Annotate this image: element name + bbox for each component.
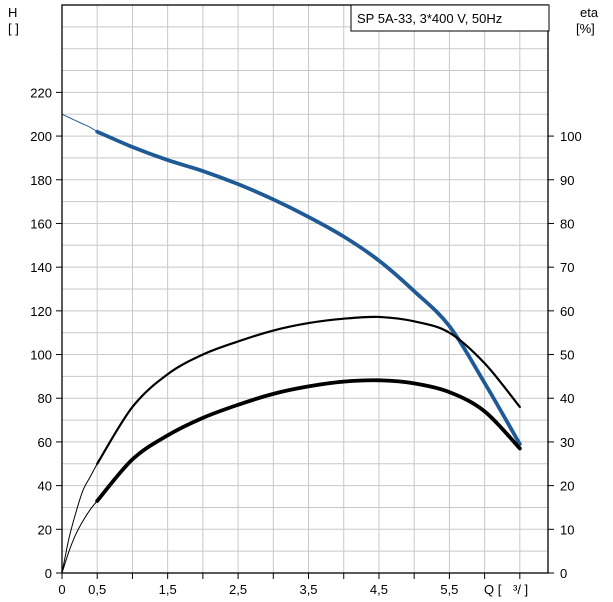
head-curve-extension (61, 113, 98, 133)
y-left-tick-label: 20 (38, 522, 52, 537)
efficiency-total-curve (95, 378, 522, 503)
y-left-tick-label: 160 (30, 216, 52, 231)
x-axis-unit: ³/ ] (513, 582, 528, 597)
efficiency-total-curve-extension (61, 500, 98, 574)
y-right-tick-label: 0 (560, 566, 567, 581)
y-left-tick-label: 140 (30, 260, 52, 275)
axes (56, 4, 554, 579)
x-tick-label: 0 (58, 582, 65, 597)
left-axis-title: H (8, 5, 17, 20)
tick-labels: 0 0,5 1,5 2,5 3,5 4,5 5,5020406080100120140160… (30, 85, 581, 597)
y-right-tick-label: 90 (560, 173, 574, 188)
y-left-tick-label: 200 (30, 129, 52, 144)
y-left-tick-label: 40 (38, 479, 52, 494)
x-axis-title: Q [ (484, 582, 502, 597)
grid (62, 5, 548, 573)
x-tick-label: 0,5 (88, 582, 106, 597)
curves (61, 113, 522, 574)
y-right-tick-label: 20 (560, 479, 574, 494)
y-left-tick-label: 180 (30, 173, 52, 188)
y-right-tick-label: 70 (560, 260, 574, 275)
y-right-tick-label: 50 (560, 348, 574, 363)
y-left-tick-label: 80 (38, 391, 52, 406)
y-right-tick-label: 30 (560, 435, 574, 450)
y-right-tick-label: 10 (560, 522, 574, 537)
x-tick-label: 3,5 (299, 582, 317, 597)
plot-frame (61, 4, 549, 574)
right-axis-unit: [%] (576, 21, 595, 36)
left-axis-unit: [ ] (8, 21, 19, 36)
y-right-tick-label: 40 (560, 391, 574, 406)
y-left-tick-label: 0 (45, 566, 52, 581)
y-right-tick-label: 60 (560, 304, 574, 319)
title-box (350, 4, 550, 32)
right-axis-title: eta (580, 5, 599, 20)
y-right-tick-label: 80 (560, 216, 574, 231)
x-tick-label: 4,5 (370, 582, 388, 597)
chart-title: SP 5A-33, 3*400 V, 50Hz (357, 11, 502, 26)
x-tick-label: 2,5 (229, 582, 247, 597)
y-left-tick-label: 60 (38, 435, 52, 450)
head-curve (95, 129, 522, 447)
efficiency-pump-curve (96, 315, 521, 465)
x-tick-label: 5,5 (440, 582, 458, 597)
efficiency-pump-curve-extension (61, 463, 98, 574)
y-left-tick-label: 120 (30, 304, 52, 319)
y-right-tick-label: 100 (560, 129, 582, 144)
y-left-tick-label: 100 (30, 348, 52, 363)
x-tick-label: 1,5 (159, 582, 177, 597)
y-left-tick-label: 220 (30, 85, 52, 100)
